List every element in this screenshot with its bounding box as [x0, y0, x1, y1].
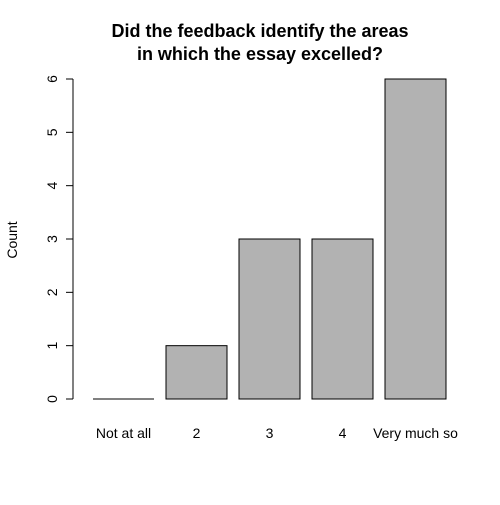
- y-tick-label: 2: [44, 288, 60, 296]
- y-tick-label: 0: [44, 395, 60, 403]
- x-category-label: 2: [193, 425, 201, 441]
- y-tick-label: 1: [44, 342, 60, 350]
- y-tick-label: 3: [44, 235, 60, 243]
- chart-title-line-2: in which the essay excelled?: [137, 44, 383, 64]
- bar: [311, 238, 374, 400]
- y-tick-label: 6: [44, 75, 60, 83]
- x-category-labels: Not at all 2 3 4 Very much so: [96, 425, 458, 441]
- y-tick-label: 4: [44, 182, 60, 190]
- y-axis: 0 1 2 3 4 5 6: [44, 75, 74, 403]
- bar: [384, 78, 447, 400]
- x-category-label: Very much so: [373, 425, 458, 441]
- x-category-label: 4: [339, 425, 347, 441]
- y-tick-label: 5: [44, 128, 60, 136]
- chart-title-line-1: Did the feedback identify the areas: [111, 21, 408, 41]
- bar: [165, 345, 228, 400]
- y-axis-title: Count: [4, 221, 20, 258]
- bar: [238, 238, 301, 400]
- x-category-label: Not at all: [96, 425, 151, 441]
- x-category-label: 3: [266, 425, 274, 441]
- bars-group: [93, 78, 447, 400]
